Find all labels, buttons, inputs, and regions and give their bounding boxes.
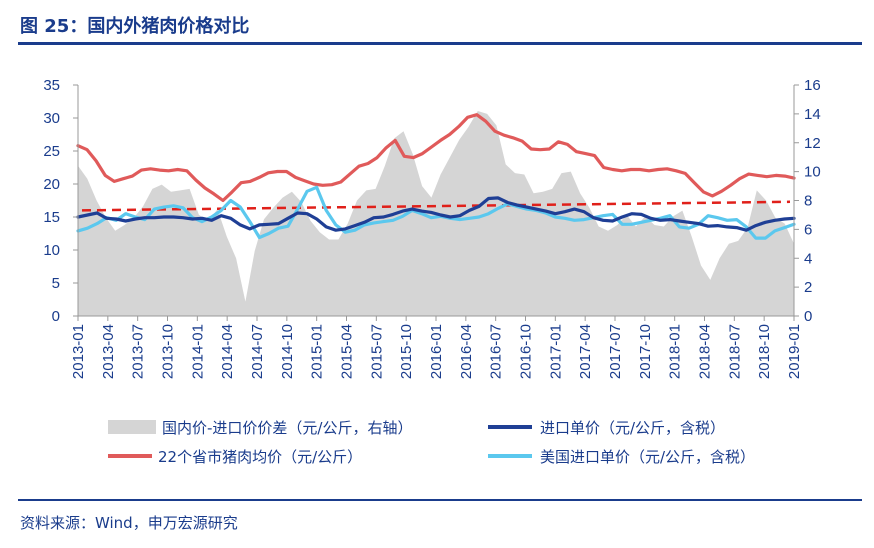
line-layer [76, 113, 796, 240]
left-tick-label: 20 [43, 176, 60, 193]
legend-marker-spread [108, 420, 156, 434]
right-tick-label: 16 [804, 77, 821, 94]
x-tick-label: 2013-07 [130, 324, 147, 379]
x-tick-label: 2013-04 [100, 324, 117, 379]
left-tick-label: 25 [43, 143, 60, 160]
trend-layer [81, 200, 791, 212]
x-tick-label: 2014-07 [249, 324, 266, 379]
x-tick-label: 2015-07 [368, 324, 385, 379]
left-tick-label: 10 [43, 242, 60, 259]
left-tick-label: 15 [43, 209, 60, 226]
legend-label-domestic: 22个省市猪肉均价（元/公斤） [158, 448, 362, 466]
legend-label-import: 进口单价（元/公斤，含税） [540, 419, 725, 437]
x-tick-label: 2017-04 [577, 324, 594, 379]
source-rule [18, 499, 862, 501]
right-tick-label: 14 [804, 106, 821, 123]
right-tick-label: 10 [804, 164, 821, 181]
title-rule [18, 42, 862, 45]
x-tick-label: 2017-07 [607, 324, 624, 379]
right-tick-label: 12 [804, 135, 821, 152]
right-tick-label: 2 [804, 279, 812, 296]
right-tick-label: 6 [804, 221, 812, 238]
x-tick-label: 2019-01 [786, 324, 803, 379]
x-tick-label: 2018-07 [726, 324, 743, 379]
left-tick-label: 30 [43, 110, 60, 127]
left-tick-label: 5 [52, 275, 60, 292]
left-tick-label: 0 [52, 308, 60, 325]
figure-title: 图 25：国内外猪肉价格对比 [20, 16, 250, 37]
x-tick-label: 2018-10 [756, 324, 773, 379]
x-tick-label: 2017-01 [547, 324, 564, 379]
right-tick-label: 4 [804, 250, 812, 267]
x-tick-label: 2018-01 [667, 324, 684, 379]
x-tick-label: 2014-10 [279, 324, 296, 379]
x-tick-label: 2016-07 [488, 324, 505, 379]
series-domestic-price-line [76, 113, 796, 203]
left-tick-label: 35 [43, 77, 60, 94]
x-tick-label: 2018-04 [697, 324, 714, 379]
x-tick-label: 2013-01 [70, 324, 87, 379]
x-tick-label: 2013-10 [160, 324, 177, 379]
x-tick-label: 2015-10 [398, 324, 415, 379]
x-tick-label: 2016-04 [458, 324, 475, 379]
x-tick-label: 2014-04 [219, 324, 236, 379]
x-tick-label: 2015-04 [339, 324, 356, 379]
x-tick-label: 2017-10 [637, 324, 654, 379]
x-tick-label: 2014-01 [189, 324, 206, 379]
series-trend-line [81, 200, 791, 212]
source-note: 资料来源：Wind，申万宏源研究 [20, 514, 238, 532]
x-tick-label: 2016-10 [518, 324, 535, 379]
right-tick-label: 8 [804, 193, 812, 210]
series-import-price-line [76, 196, 796, 232]
legend: 国内价-进口价价差（元/公斤，右轴） 进口单价（元/公斤，含税） 22个省市猪肉… [108, 419, 755, 466]
legend-label-spread: 国内价-进口价价差（元/公斤，右轴） [162, 419, 412, 437]
legend-label-us-import: 美国进口单价（元/公斤，含税） [540, 448, 755, 466]
x-tick-label: 2015-01 [309, 324, 326, 379]
right-tick-label: 0 [804, 308, 812, 325]
x-tick-label: 2016-01 [428, 324, 445, 379]
